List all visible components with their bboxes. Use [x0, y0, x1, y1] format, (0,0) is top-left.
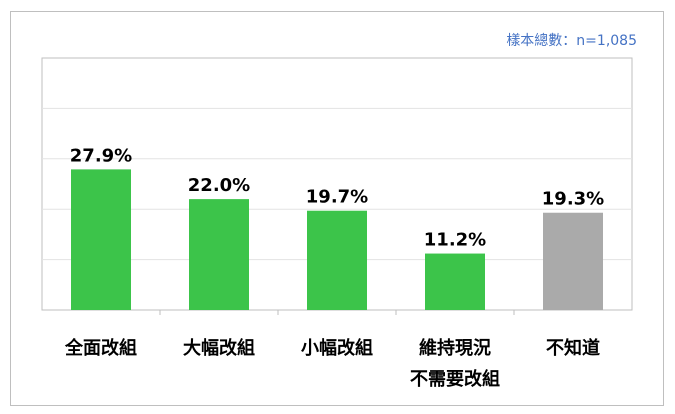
category-label: 維持現況 [419, 337, 491, 359]
sample-size-note: 樣本總數：n=1,085 [506, 33, 637, 49]
category-label: 全面改組 [64, 337, 137, 359]
data-label: 27.9% [70, 145, 132, 166]
data-label: 19.7% [306, 187, 368, 208]
data-label: 22.0% [188, 175, 250, 196]
category-label: 大幅改組 [183, 337, 255, 359]
data-label: 11.2% [424, 230, 486, 251]
category-label: 小幅改組 [301, 337, 373, 359]
bar [189, 199, 249, 310]
category-label: 不知道 [546, 337, 600, 359]
bar [71, 169, 131, 310]
category-label: 不需要改組 [410, 368, 500, 390]
data-label: 19.3% [542, 189, 604, 210]
bar [307, 210, 367, 310]
bar [543, 212, 603, 310]
bar [425, 253, 485, 310]
